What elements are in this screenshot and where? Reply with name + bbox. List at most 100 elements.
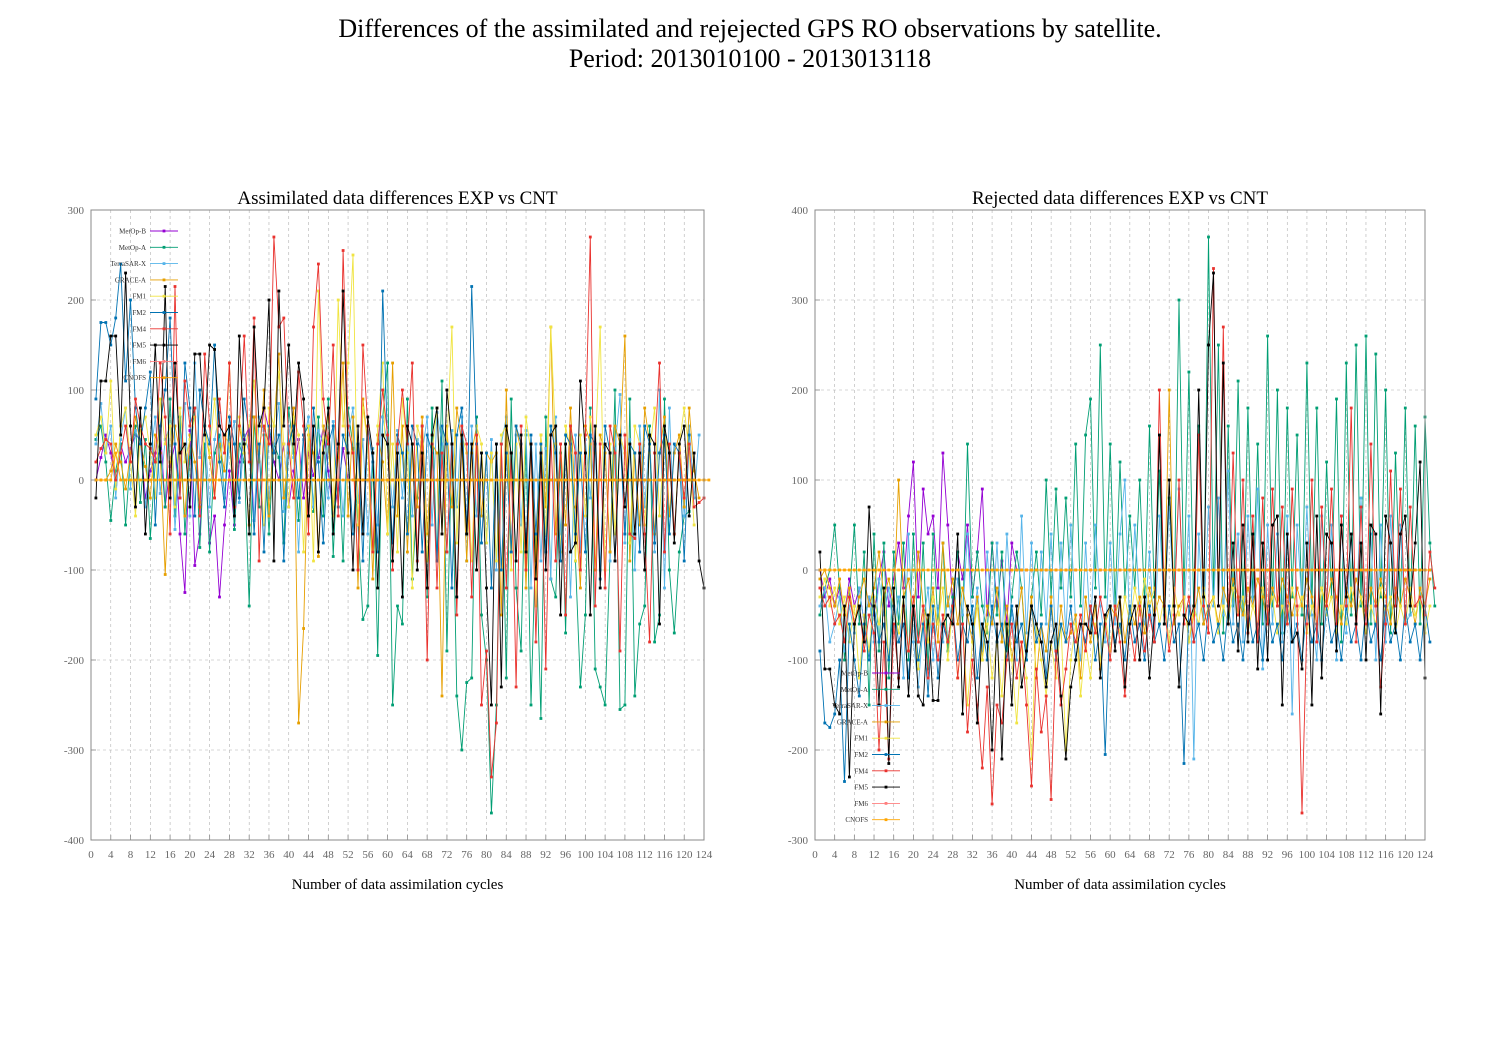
- data-point: [1133, 568, 1137, 572]
- legend-marker: [162, 376, 166, 380]
- data-point: [1394, 604, 1397, 608]
- data-point: [109, 442, 113, 446]
- data-point: [862, 622, 866, 626]
- y-tick-label: -300: [64, 745, 85, 757]
- series-fm1: [94, 253, 696, 608]
- data-point: [1162, 613, 1166, 617]
- data-point: [366, 532, 370, 536]
- data-point: [980, 622, 984, 626]
- data-point: [519, 478, 523, 482]
- data-point: [148, 451, 152, 455]
- data-point: [153, 415, 157, 419]
- data-point: [833, 523, 837, 527]
- data-point: [1158, 622, 1161, 626]
- data-point: [1236, 568, 1240, 572]
- data-point: [1079, 568, 1082, 572]
- data-point: [1148, 604, 1151, 608]
- data-point: [1280, 577, 1284, 581]
- data-point: [430, 451, 434, 455]
- data-point: [331, 514, 335, 518]
- data-point: [554, 559, 558, 563]
- data-point: [1074, 613, 1078, 617]
- data-point: [218, 433, 221, 437]
- data-point: [921, 604, 925, 608]
- x-tick-label: 44: [1026, 849, 1038, 861]
- data-point: [1403, 622, 1407, 626]
- data-point: [926, 568, 930, 572]
- data-point: [396, 514, 399, 518]
- data-point: [1182, 613, 1186, 617]
- data-point: [608, 478, 612, 482]
- data-point: [853, 622, 856, 626]
- data-point: [867, 649, 871, 653]
- data-point: [168, 496, 172, 500]
- data-point: [1113, 604, 1117, 608]
- data-point: [554, 415, 558, 419]
- data-point: [902, 595, 905, 599]
- data-point: [213, 478, 216, 482]
- data-point: [1192, 640, 1196, 644]
- data-point: [1103, 622, 1107, 626]
- data-point: [257, 559, 261, 563]
- legend-marker: [162, 245, 166, 249]
- data-point: [1103, 753, 1107, 756]
- data-point: [1379, 523, 1383, 527]
- data-point: [1187, 568, 1191, 572]
- data-point: [702, 586, 706, 590]
- data-point: [233, 528, 236, 531]
- data-point: [430, 523, 434, 527]
- data-point: [1089, 631, 1092, 635]
- data-point: [1221, 604, 1225, 608]
- data-point: [465, 559, 469, 563]
- data-point: [534, 640, 538, 644]
- data-point: [356, 478, 360, 482]
- data-point: [485, 658, 488, 662]
- data-point: [980, 487, 984, 491]
- data-point: [1300, 568, 1304, 572]
- data-point: [267, 478, 271, 482]
- data-point: [109, 469, 113, 473]
- data-point: [613, 559, 617, 563]
- data-point: [1315, 568, 1319, 572]
- data-point: [941, 622, 945, 626]
- data-point: [129, 447, 132, 450]
- data-point: [872, 586, 876, 590]
- data-point: [1256, 577, 1260, 581]
- data-point: [1035, 667, 1038, 671]
- data-point: [1069, 568, 1073, 572]
- data-point: [203, 442, 207, 446]
- data-point: [1113, 604, 1117, 608]
- data-point: [317, 555, 320, 558]
- data-point: [455, 433, 459, 437]
- data-point: [1241, 478, 1245, 482]
- data-point: [1025, 649, 1028, 653]
- data-point: [1192, 604, 1196, 608]
- data-point: [410, 514, 414, 518]
- data-point: [1084, 595, 1087, 599]
- data-point: [450, 478, 454, 482]
- data-point: [435, 559, 439, 563]
- data-point: [292, 406, 296, 410]
- data-point: [623, 334, 627, 338]
- data-point: [218, 460, 221, 464]
- data-point: [326, 415, 330, 419]
- data-point: [961, 577, 964, 581]
- data-point: [371, 460, 375, 464]
- data-point: [588, 406, 592, 410]
- data-point: [1113, 604, 1117, 608]
- data-point: [282, 424, 286, 428]
- data-point: [213, 438, 216, 441]
- data-point: [1000, 640, 1004, 644]
- data-point: [1212, 568, 1215, 572]
- data-point: [351, 447, 355, 450]
- data-point: [480, 451, 483, 455]
- data-point: [1054, 658, 1058, 662]
- data-point: [1276, 631, 1279, 635]
- data-point: [584, 424, 587, 428]
- data-point: [1143, 622, 1146, 626]
- data-point: [1256, 622, 1260, 626]
- data-point: [1399, 532, 1402, 536]
- data-point: [1423, 604, 1427, 608]
- data-point: [818, 613, 822, 617]
- data-point: [1300, 613, 1304, 617]
